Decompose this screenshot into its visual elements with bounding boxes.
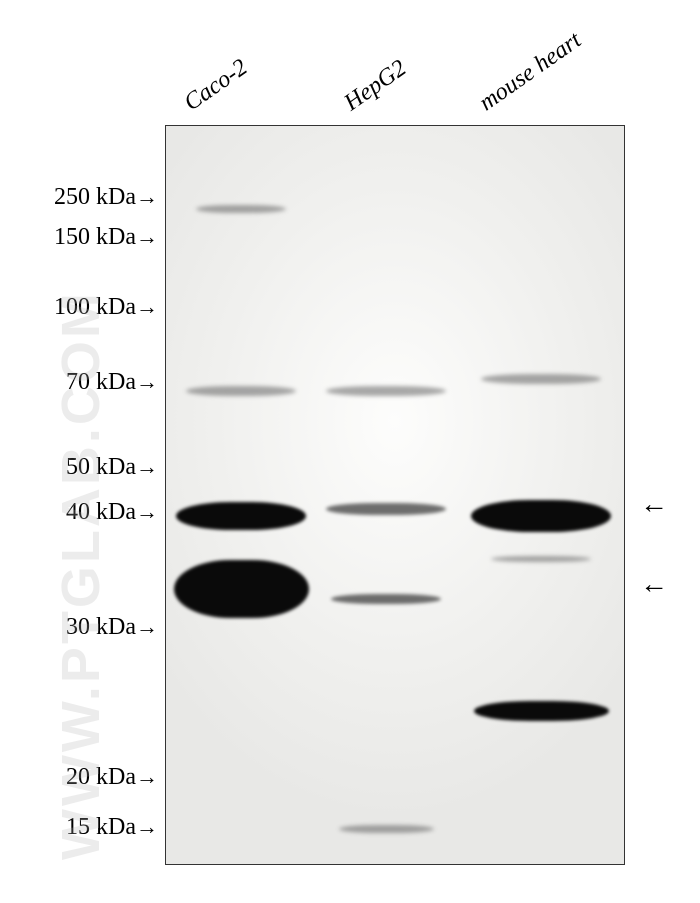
mw-marker-label: 250 kDa→ [8, 184, 158, 211]
lane-label: mouse heart [475, 27, 587, 117]
mw-marker-label: 50 kDa→ [8, 454, 158, 481]
band-indicator-arrow: ← [640, 569, 668, 601]
mw-marker-label: 30 kDa→ [8, 614, 158, 641]
blot-band [326, 503, 446, 515]
blot-membrane [165, 125, 625, 865]
blot-band [491, 556, 591, 562]
blot-band [186, 386, 296, 396]
mw-marker-label: 100 kDa→ [8, 294, 158, 321]
blot-band [339, 825, 434, 833]
blot-band [326, 386, 446, 396]
band-indicator-arrow: ← [640, 489, 668, 521]
membrane-background [166, 126, 624, 864]
mw-marker-label: 70 kDa→ [8, 369, 158, 396]
lane-label: Caco-2 [180, 54, 253, 117]
mw-marker-label: 40 kDa→ [8, 499, 158, 526]
lane-label: HepG2 [340, 55, 412, 117]
mw-marker-label: 150 kDa→ [8, 224, 158, 251]
blot-band [331, 594, 441, 604]
mw-marker-label: 20 kDa→ [8, 764, 158, 791]
blot-band [174, 560, 309, 618]
blot-band [474, 701, 609, 721]
blot-band [176, 502, 306, 530]
mw-marker-label: 15 kDa→ [8, 814, 158, 841]
blot-band [481, 374, 601, 384]
figure-container: Caco-2 HepG2 mouse heart 250 kDa→ 150 kDa→ 1… [0, 0, 700, 903]
blot-band [471, 500, 611, 532]
blot-band [196, 205, 286, 213]
